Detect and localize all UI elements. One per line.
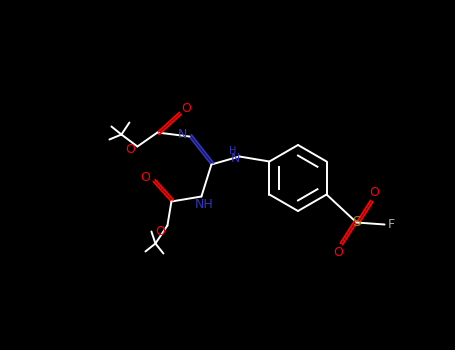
Text: H: H — [229, 146, 236, 155]
Text: O: O — [334, 246, 344, 259]
Text: O: O — [369, 186, 379, 199]
Text: O: O — [182, 102, 192, 115]
Text: O: O — [126, 143, 135, 156]
Text: NH: NH — [195, 198, 214, 211]
Text: F: F — [388, 218, 395, 231]
Text: N: N — [231, 152, 240, 165]
Text: S: S — [352, 216, 361, 230]
Text: O: O — [156, 225, 165, 238]
Text: N: N — [178, 128, 187, 141]
Text: O: O — [141, 171, 150, 184]
